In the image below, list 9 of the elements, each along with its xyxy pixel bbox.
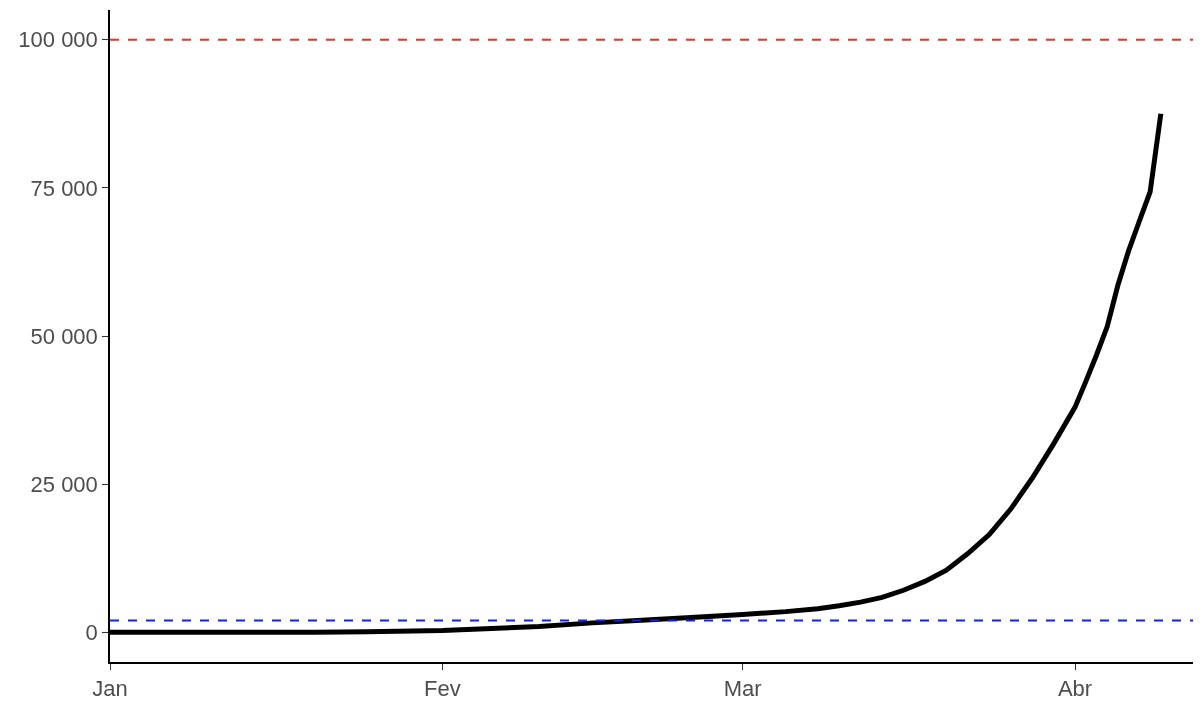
x-tick-label: Abr — [1057, 676, 1093, 702]
y-tick-label: 75 000 — [30, 175, 98, 201]
y-tick-label: 50 000 — [30, 323, 98, 349]
x-tick-label: Mar — [723, 676, 762, 702]
y-tick-label: 100 000 — [18, 27, 98, 53]
y-tick-label: 0 — [85, 620, 98, 646]
x-tick-label: Fev — [424, 676, 461, 702]
x-tick-label: Jan — [92, 676, 128, 702]
y-tick-label: 25 000 — [30, 471, 98, 497]
